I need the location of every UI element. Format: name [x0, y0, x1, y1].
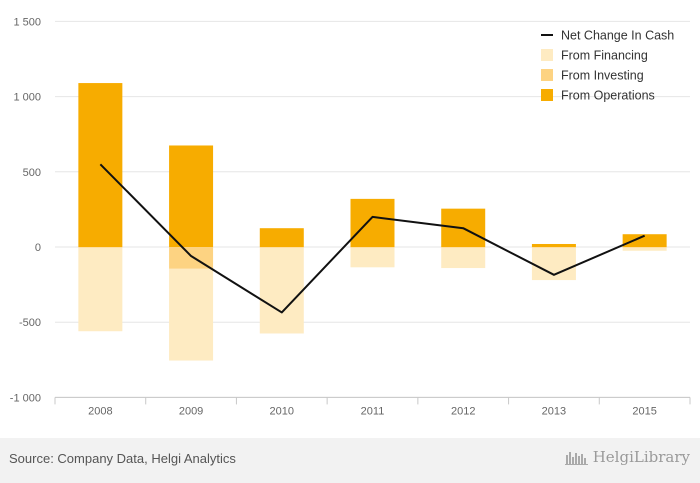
legend-item-from-operations[interactable]: From Operations	[541, 89, 655, 103]
legend-swatch	[541, 49, 553, 61]
footer: Source: Company Data, Helgi Analytics He…	[0, 438, 700, 483]
legend-item-from-investing[interactable]: From Investing	[541, 69, 644, 83]
bar-from-financing-2008[interactable]	[78, 247, 123, 332]
bar-from-investing-2011[interactable]	[350, 247, 395, 248]
net-change-line	[99, 163, 646, 314]
x-tick-label: 2015	[632, 405, 656, 417]
bar-from-investing-2015[interactable]	[622, 247, 667, 248]
x-tick-label: 2010	[270, 405, 294, 417]
bar-from-financing-2009[interactable]	[169, 268, 214, 361]
bar-from-financing-2011[interactable]	[350, 247, 395, 268]
bar-from-financing-2012[interactable]	[441, 247, 486, 269]
legend-label: Net Change In Cash	[561, 29, 674, 43]
legend-label: From Operations	[561, 89, 655, 103]
bar-from-financing-2010[interactable]	[259, 247, 304, 334]
x-axis	[54, 396, 691, 405]
x-tick-label: 2012	[451, 405, 475, 417]
bar-from-operations-2010[interactable]	[259, 228, 304, 247]
bar-from-investing-2012[interactable]	[441, 247, 486, 248]
y-tick-label: 500	[23, 167, 41, 179]
legend-label: From Financing	[561, 49, 648, 63]
y-tick-label: -500	[19, 317, 41, 329]
bar-from-operations-2009[interactable]	[169, 145, 214, 247]
bar-from-operations-2015[interactable]	[622, 234, 667, 247]
bar-from-operations-2011[interactable]	[350, 198, 395, 247]
chart: 1 500 1 000 500 0 -500 -1 000 2008 2009 2010 201…	[10, 16, 691, 417]
brand-name: HelgiLibrary	[592, 448, 690, 466]
legend-item-net-change-in-cash[interactable]: Net Change In Cash	[541, 29, 674, 43]
x-tick-label: 2008	[88, 405, 112, 417]
y-tick-label: 1 500	[13, 16, 41, 28]
bar-from-financing-2015[interactable]	[622, 247, 667, 251]
bar-from-investing-2008[interactable]	[78, 247, 123, 248]
line-net-change-in-cash[interactable]	[99, 163, 646, 314]
y-tick-label: -1 000	[10, 392, 41, 404]
source-text: Source: Company Data, Helgi Analytics	[9, 451, 236, 466]
y-axis-tick-labels: 1 500 1 000 500 0 -500 -1 000	[10, 16, 41, 404]
legend-label: From Investing	[561, 69, 644, 83]
bar-from-investing-2013[interactable]	[531, 247, 576, 248]
y-tick-label: 1 000	[13, 92, 41, 104]
legend: Net Change In Cash From Financing From Inv…	[541, 29, 674, 103]
bar-from-operations-2013[interactable]	[531, 243, 576, 247]
bars	[78, 83, 667, 361]
legend-swatch	[541, 89, 553, 101]
y-tick-label: 0	[35, 242, 41, 254]
library-icon	[564, 452, 588, 465]
brand-logo[interactable]: HelgiLibrary	[564, 448, 690, 466]
x-tick-label: 2009	[179, 405, 203, 417]
x-tick-label: 2011	[361, 405, 385, 417]
legend-item-from-financing[interactable]: From Financing	[541, 49, 648, 63]
x-tick-label: 2013	[542, 405, 566, 417]
legend-swatch	[541, 69, 553, 81]
x-axis-tick-labels: 2008 2009 2010 2011 2012 2013 2015	[88, 405, 657, 417]
bar-from-investing-2010[interactable]	[259, 247, 304, 248]
